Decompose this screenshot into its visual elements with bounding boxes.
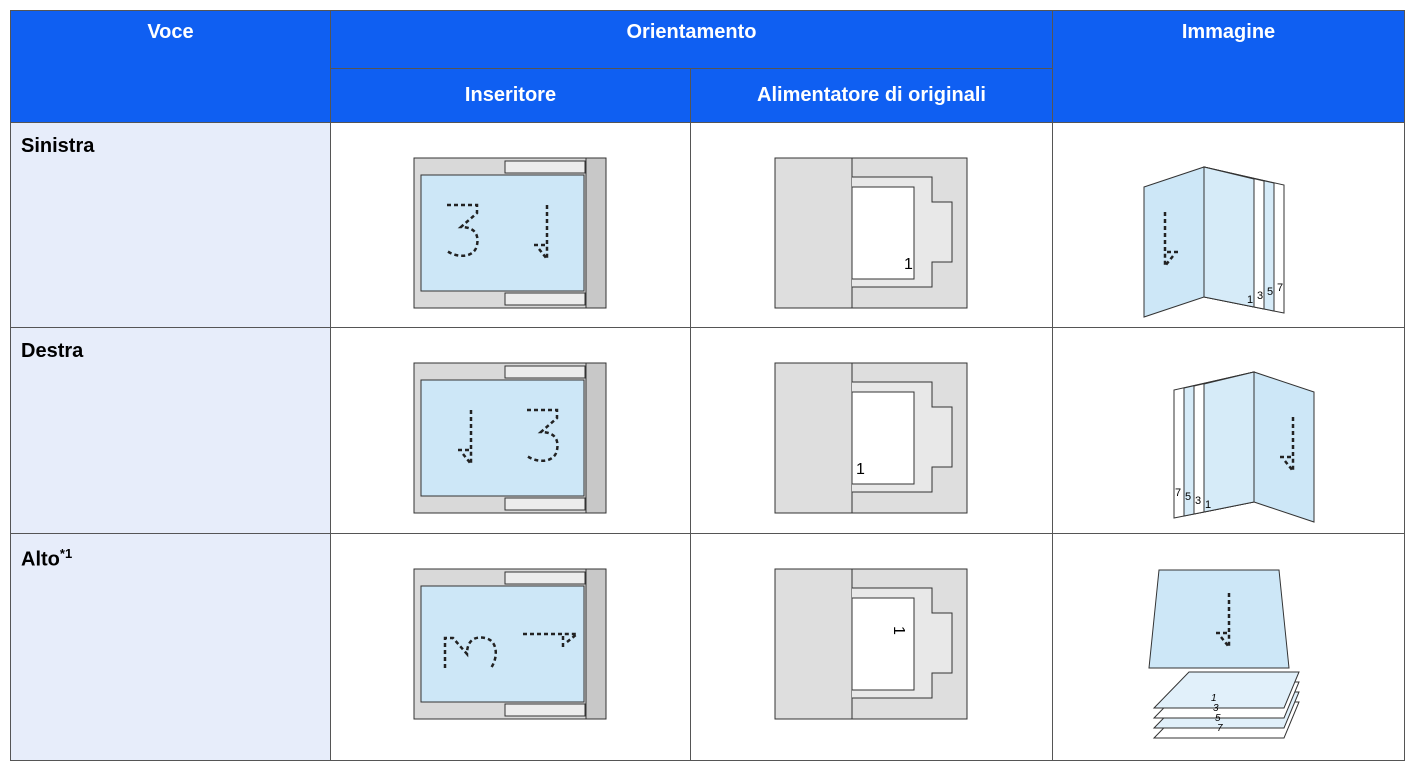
header-inseritore: Inseritore [330, 68, 691, 123]
header-alimentatore: Alimentatore di originali [690, 68, 1053, 123]
page [1253, 371, 1314, 523]
illustration: 1 [774, 568, 967, 720]
page-number: 1 [890, 626, 907, 635]
glass-cell [330, 533, 691, 761]
page-number: 1 [1211, 693, 1217, 704]
sheet [851, 391, 914, 485]
rail [504, 571, 585, 585]
page-number: 1 [1205, 499, 1211, 511]
glass-cell [330, 122, 691, 328]
glyph [443, 636, 497, 669]
glass-cell [330, 327, 691, 534]
row-label: Sinistra [10, 122, 331, 328]
orientation-table: Voce Orientamento Immagine Inseritore Al… [10, 10, 1405, 761]
platen-strip [585, 568, 606, 720]
sheet [851, 597, 914, 691]
glyph [522, 632, 581, 648]
adf-cell: 1 [690, 327, 1053, 534]
row-label: Destra [10, 327, 331, 534]
page-number: 1 [1247, 294, 1253, 306]
sheet [851, 186, 914, 280]
page-number: 5 [1267, 286, 1273, 298]
illustration [413, 568, 606, 720]
page-number: 3 [1213, 703, 1219, 714]
page-number: 3 [1195, 495, 1201, 507]
rail [504, 497, 585, 511]
adf-cell: 1 [690, 533, 1053, 761]
illustration [413, 157, 606, 309]
header-voce: Voce [10, 10, 331, 123]
book [1143, 166, 1284, 318]
original [420, 379, 584, 497]
illustration: 1 [774, 362, 967, 514]
page-number: 1 [904, 256, 913, 273]
glyph [1163, 212, 1179, 270]
row-label-text: Alto [21, 548, 60, 571]
header-immagine: Immagine [1052, 10, 1405, 123]
illustration: 1 [774, 157, 967, 309]
page-number: 5 [1185, 491, 1191, 503]
platen-strip [585, 157, 606, 309]
page [1147, 569, 1290, 669]
glyph [1278, 417, 1294, 475]
page-number: 1 [856, 461, 865, 478]
platen-strip [585, 362, 606, 514]
rail [504, 292, 585, 306]
original [420, 174, 584, 292]
glyph [456, 410, 472, 468]
illustration [413, 362, 606, 514]
row-label-text: Sinistra [21, 135, 95, 157]
page-number: 3 [1257, 290, 1263, 302]
rail [504, 365, 585, 379]
page-number: 7 [1277, 282, 1283, 294]
footnote-ref: *1 [59, 546, 73, 561]
page [1203, 371, 1254, 513]
page-number: 7 [1217, 723, 1223, 734]
original [420, 585, 584, 703]
glyph [1214, 593, 1230, 651]
page [1143, 166, 1204, 318]
adf-cell: 1 [690, 122, 1053, 328]
glyph [445, 203, 479, 258]
page [1152, 671, 1300, 709]
header-orientamento: Orientamento [330, 10, 1053, 69]
page-number: 5 [1215, 713, 1221, 724]
book [1173, 371, 1314, 523]
glyph [532, 205, 548, 263]
rail [504, 160, 585, 174]
row-label: Alto*1 [10, 533, 331, 761]
page [1203, 166, 1254, 308]
row-label-text: Destra [21, 340, 84, 362]
glyph [525, 408, 559, 463]
rail [504, 703, 585, 717]
page-number: 7 [1175, 487, 1181, 499]
